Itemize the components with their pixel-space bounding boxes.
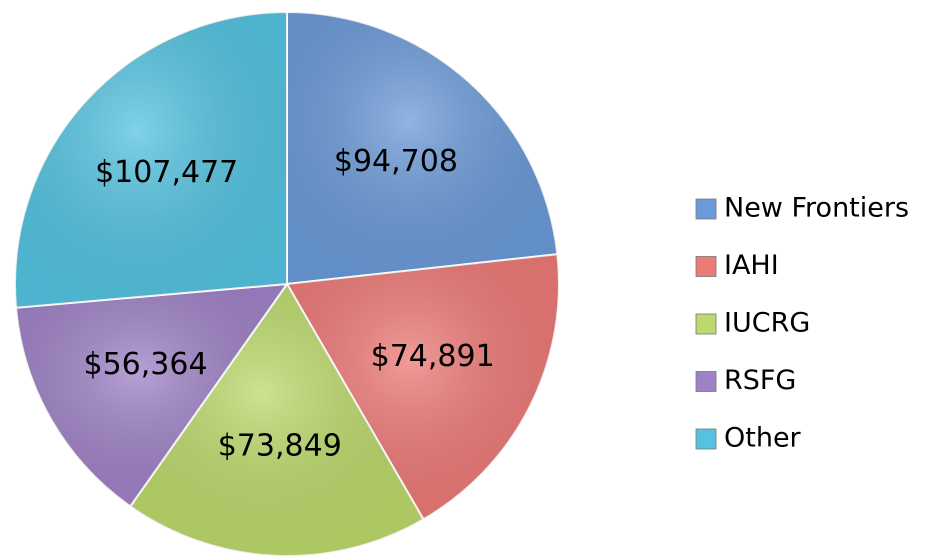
legend-label: RSFG: [724, 365, 796, 396]
legend-swatch: [695, 313, 717, 335]
slice-shade: [16, 284, 287, 507]
slice-shade: [14, 12, 287, 308]
legend-swatch: [695, 256, 717, 277]
legend-label: Other: [724, 423, 802, 454]
data-label: $73,849: [218, 429, 342, 464]
data-label: $56,364: [84, 347, 208, 382]
legend-swatch: [695, 198, 717, 220]
slice-shade: [130, 284, 424, 556]
data-label: $94,708: [334, 144, 458, 179]
data-label: $107,477: [95, 155, 238, 190]
data-label: $74,891: [371, 339, 495, 374]
legend-label: IAHI: [724, 250, 779, 281]
legend-swatch: [695, 371, 717, 392]
slice-shade: [287, 254, 559, 520]
legend-label: IUCRG: [724, 308, 810, 339]
slice-shade: [287, 12, 558, 284]
legend-swatch: [695, 428, 717, 450]
legend-label: New Frontiers: [724, 193, 909, 224]
